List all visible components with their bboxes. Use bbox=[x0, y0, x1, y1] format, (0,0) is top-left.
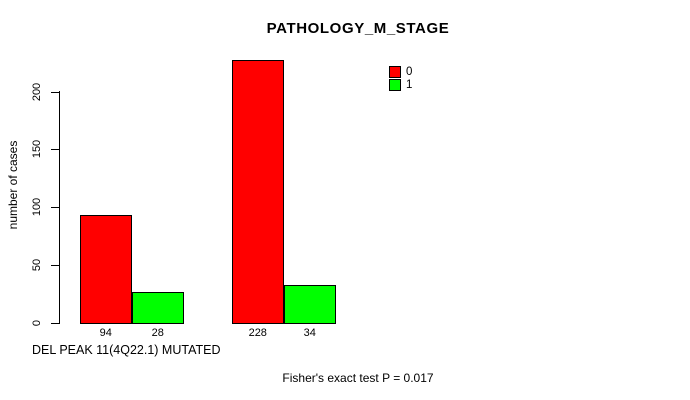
bar-group-2-series-1 bbox=[284, 285, 336, 324]
bar-value-label-group-2-series-0: 228 bbox=[248, 327, 267, 339]
x-axis-label: DEL PEAK 11(4Q22.1) MUTATED bbox=[32, 343, 221, 357]
y-tick-mark-0 bbox=[51, 323, 59, 324]
legend-label-1: 1 bbox=[406, 78, 413, 91]
legend-entry-0: 0 bbox=[389, 66, 412, 79]
stat-annotation: Fisher's exact test P = 0.017 bbox=[282, 371, 434, 385]
legend-swatch-green bbox=[389, 78, 401, 91]
y-tick-label-0: 0 bbox=[31, 319, 43, 327]
y-tick-mark-200 bbox=[51, 92, 59, 93]
legend-entry-1: 1 bbox=[389, 78, 413, 92]
y-tick-mark-100 bbox=[51, 207, 59, 208]
chart-title: PATHOLOGY_M_STAGE bbox=[266, 20, 450, 37]
legend-swatch-red bbox=[389, 66, 401, 79]
bar-group-1-series-0 bbox=[80, 215, 132, 324]
bar-value-label-group-1-series-1: 28 bbox=[151, 327, 164, 339]
y-tick-mark-50 bbox=[51, 265, 59, 266]
bar-value-label-group-1-series-0: 94 bbox=[99, 327, 112, 339]
y-tick-label-100: 100 bbox=[31, 197, 43, 217]
y-tick-label-150: 150 bbox=[31, 139, 43, 159]
y-tick-mark-150 bbox=[51, 149, 59, 150]
bar-value-label-group-2-series-1: 34 bbox=[303, 327, 316, 339]
bar-group-1-series-1 bbox=[132, 292, 184, 324]
y-axis-label: number of cases bbox=[6, 140, 20, 230]
y-tick-label-50: 50 bbox=[31, 258, 43, 272]
legend-label-0: 0 bbox=[406, 66, 413, 79]
y-tick-label-200: 200 bbox=[31, 82, 43, 102]
bar-group-2-series-0 bbox=[232, 60, 284, 324]
legend: 0 1 bbox=[389, 66, 412, 91]
y-axis-line bbox=[59, 91, 60, 324]
